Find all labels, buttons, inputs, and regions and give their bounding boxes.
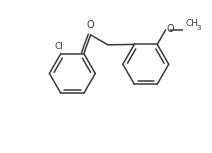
Text: O: O bbox=[166, 24, 174, 34]
Text: 3: 3 bbox=[196, 25, 201, 31]
Text: Cl: Cl bbox=[54, 42, 63, 51]
Text: CH: CH bbox=[186, 19, 199, 28]
Text: O: O bbox=[87, 20, 94, 30]
